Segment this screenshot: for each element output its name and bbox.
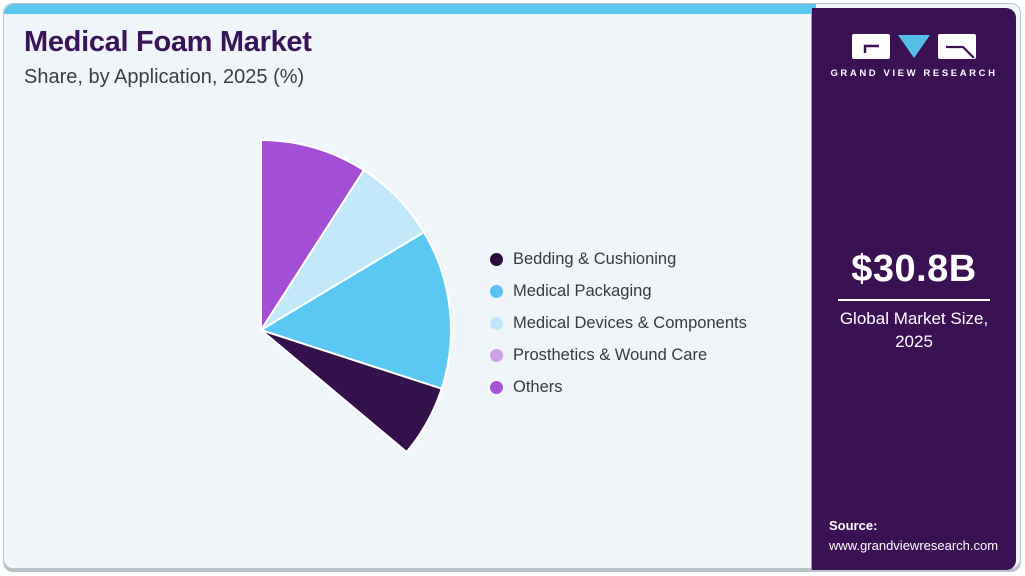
legend-dot-icon xyxy=(490,381,503,394)
page-subtitle: Share, by Application, 2025 (%) xyxy=(24,66,305,88)
legend-dot-icon xyxy=(490,349,503,362)
legend-label: Medical Devices & Components xyxy=(513,314,747,332)
market-size-block: $30.8B Global Market Size, 2025 xyxy=(812,248,1016,354)
legend-item: Prosthetics & Wound Care xyxy=(490,346,747,365)
legend-label: Medical Packaging xyxy=(513,282,652,300)
chart-legend: Bedding & Cushioning Medical Packaging Med… xyxy=(490,250,747,410)
source-label: Source: xyxy=(829,518,878,533)
infographic-card: Medical Foam Market Share, by Applicatio… xyxy=(3,3,1021,570)
gvr-logo-v-icon xyxy=(898,35,930,58)
market-size-label-line1: Global Market Size, xyxy=(839,309,989,328)
page-title: Medical Foam Market xyxy=(24,26,312,58)
gvr-logo-r-block xyxy=(938,34,976,59)
market-size-divider xyxy=(838,299,990,301)
legend-label: Others xyxy=(513,378,563,396)
sidebar: GRAND VIEW RESEARCH $30.8B Global Market… xyxy=(811,8,1016,570)
legend-item: Others xyxy=(490,378,747,397)
legend-label: Bedding & Cushioning xyxy=(513,250,677,268)
market-size-label: Global Market Size, 2025 xyxy=(812,308,1016,354)
source-block: Source: www.grandviewresearch.com xyxy=(829,516,998,555)
legend-item: Medical Devices & Components xyxy=(490,314,747,333)
source-url: www.grandviewresearch.com xyxy=(829,537,999,553)
gvr-logo-wordmark: GRAND VIEW RESEARCH xyxy=(830,68,998,79)
legend-dot-icon xyxy=(490,253,503,266)
pie-slice-others xyxy=(260,139,365,331)
pie-chart xyxy=(61,130,461,530)
legend-item: Medical Packaging xyxy=(490,282,747,301)
market-size-label-line2: 2025 xyxy=(895,331,933,351)
legend-dot-icon xyxy=(490,285,503,298)
legend-dot-icon xyxy=(490,317,503,330)
pie-chart-svg xyxy=(260,139,452,454)
gvr-logo: GRAND VIEW RESEARCH xyxy=(812,34,1016,79)
gvr-logo-g-block xyxy=(852,34,890,59)
legend-label: Prosthetics & Wound Care xyxy=(513,346,708,364)
market-size-value: $30.8B xyxy=(851,248,977,290)
header: Medical Foam Market Share, by Applicatio… xyxy=(24,26,312,89)
legend-item: Bedding & Cushioning xyxy=(490,250,747,269)
gvr-logo-glyphs xyxy=(812,34,1016,59)
top-accent-bar xyxy=(4,4,816,14)
